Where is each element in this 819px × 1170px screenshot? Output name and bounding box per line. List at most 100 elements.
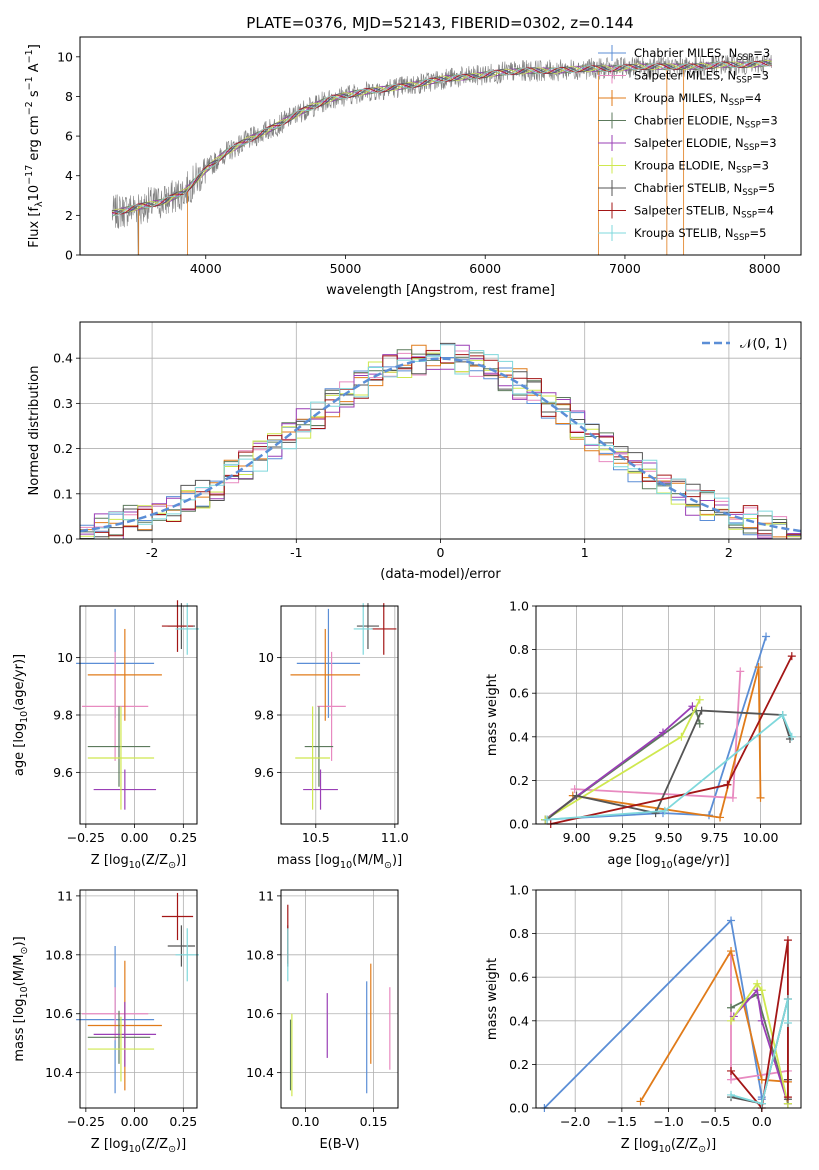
y-tick-label: 9.6 bbox=[53, 765, 73, 780]
legend-name: Kroupa ELODIE bbox=[634, 159, 720, 173]
y-tick-label: 10 bbox=[57, 650, 73, 665]
x-tick-label: 0.00 bbox=[121, 830, 149, 845]
weight-point-marker bbox=[695, 719, 704, 728]
weight-vs-metallicity-panel: −2.0 −1.5 −1.0 −0.5 0.0 0.0 0.2 0.4 0.6 0.8 1.0 Z [… bbox=[485, 883, 802, 1155]
x-tick-label: -1 bbox=[290, 545, 302, 560]
legend-nssp-sub: SSP bbox=[745, 121, 761, 131]
legend-n-prefix: , N bbox=[718, 226, 734, 240]
x-axis-label-part: )] bbox=[176, 1137, 186, 1152]
x-axis-label-part: 10 bbox=[659, 1144, 671, 1155]
weight-point-marker bbox=[754, 663, 763, 672]
legend-gaussian-label: 𝒩(0, 1) bbox=[740, 337, 787, 352]
x-axis-label-part: 10 bbox=[661, 860, 673, 871]
weight-point-marker bbox=[728, 793, 737, 802]
weight-point-marker bbox=[783, 995, 792, 1003]
legend-nssp-sub: SSP bbox=[744, 143, 760, 153]
y-tick-label: 11 bbox=[57, 888, 73, 903]
y-tick-label: 0 bbox=[65, 248, 73, 263]
legend-nssp-value: =3 bbox=[760, 136, 777, 150]
weight-point-marker bbox=[723, 780, 732, 789]
weight-point-marker bbox=[727, 1075, 736, 1084]
x-tick-label: 9.25 bbox=[609, 830, 637, 845]
weight-point-marker bbox=[697, 706, 706, 715]
x-tick-label: 5000 bbox=[330, 261, 362, 276]
weight-series-line bbox=[572, 666, 762, 819]
y-axis-label-part: Flux [f bbox=[27, 207, 42, 248]
y-tick-label: 0.2 bbox=[509, 773, 529, 788]
x-axis-label: mass [log10(M/M⊙)] bbox=[277, 853, 402, 871]
x-axis-label: Z [log10(Z/Z⊙)] bbox=[621, 1137, 716, 1155]
y-tick-label: 0.4 bbox=[509, 729, 529, 744]
legend-nssp-sub: SSP bbox=[742, 188, 758, 198]
x-axis-label: E(B-V) bbox=[319, 1137, 359, 1152]
legend-name: Chabrier ELODIE bbox=[634, 114, 729, 128]
y-tick-label: 0.4 bbox=[53, 351, 73, 366]
x-tick-label: 0.0 bbox=[752, 1114, 772, 1129]
legend-entry: Salpeter MILES, NSSP=3 bbox=[634, 69, 769, 86]
x-tick-label: −0.25 bbox=[67, 1114, 105, 1129]
x-axis-label: Z [log10(Z/Z⊙)] bbox=[91, 1137, 186, 1155]
weight-series-line bbox=[730, 982, 789, 1104]
y-tick-label: 0.8 bbox=[509, 926, 529, 941]
x-axis-label-part: (M/M bbox=[352, 853, 384, 868]
y-axis-label-part: 10 bbox=[19, 986, 30, 998]
weight-series-line bbox=[733, 988, 789, 1104]
mass-vs-ebv-panel: 0.10 0.15 10.4 10.6 10.8 11 E(B-V) bbox=[246, 888, 399, 1152]
x-tick-label: 0.25 bbox=[169, 1114, 197, 1129]
weight-point-marker bbox=[543, 815, 552, 824]
weight-point-marker bbox=[787, 652, 796, 661]
x-tick-label: 6000 bbox=[469, 261, 501, 276]
y-tick-label: 0.0 bbox=[509, 817, 529, 832]
y-tick-label: 9.8 bbox=[254, 708, 274, 723]
legend-entry: Kroupa STELIB, NSSP=5 bbox=[634, 226, 766, 243]
x-tick-label: 1 bbox=[581, 545, 589, 560]
legend-name: Salpeter STELIB bbox=[634, 204, 725, 218]
weight-point-marker bbox=[757, 1016, 766, 1025]
legend-nssp-sub: SSP bbox=[741, 211, 757, 221]
weight-point-marker bbox=[660, 806, 669, 815]
y-axis-label: Normed distribution bbox=[27, 366, 42, 496]
legend-name: Salpeter ELODIE bbox=[634, 136, 728, 150]
weight-point-marker bbox=[658, 728, 667, 737]
axes-frame bbox=[79, 889, 198, 1109]
x-tick-label: 10.5 bbox=[302, 830, 330, 845]
y-tick-label: 10.6 bbox=[45, 1006, 73, 1021]
legend-entry: Chabrier ELODIE, NSSP=3 bbox=[634, 114, 778, 131]
weight-series-line bbox=[546, 713, 793, 821]
x-tick-label: −1.0 bbox=[653, 1114, 683, 1129]
legend-n-prefix: , N bbox=[726, 181, 742, 195]
weight-series-line bbox=[639, 948, 788, 1102]
x-tick-label: 7000 bbox=[609, 261, 641, 276]
x-axis-label-part: (Z/Z bbox=[141, 853, 168, 868]
weight-point-marker bbox=[651, 809, 660, 818]
spectrum-panel: 4000 5000 6000 7000 8000 0 2 4 6 8 10 wavelength [A… bbox=[24, 36, 802, 298]
legend-nssp-value: =3 bbox=[753, 46, 770, 60]
y-tick-label: 10.4 bbox=[246, 1065, 274, 1080]
x-tick-label: 2 bbox=[725, 545, 733, 560]
y-axis-label-part: age [log bbox=[12, 723, 27, 776]
y-axis-label-part: ⊙ bbox=[19, 947, 30, 955]
y-tick-label: 11 bbox=[258, 888, 274, 903]
weight-point-marker bbox=[762, 632, 771, 641]
gaussian-reference-curve bbox=[79, 357, 802, 533]
legend-n-prefix: , N bbox=[720, 69, 736, 83]
x-tick-label: −2.0 bbox=[560, 1114, 590, 1129]
y-tick-label: 0.0 bbox=[509, 1101, 529, 1116]
x-tick-label: 4000 bbox=[190, 261, 222, 276]
y-tick-label: 0.4 bbox=[509, 1013, 529, 1028]
y-axis-label-part: −1 bbox=[24, 76, 35, 90]
legend-entry: Chabrier MILES, NSSP=3 bbox=[634, 46, 770, 63]
x-axis-label-part: (Z/Z bbox=[671, 1137, 698, 1152]
y-tick-label: 10.6 bbox=[246, 1006, 274, 1021]
legend-name: Kroupa STELIB bbox=[634, 226, 718, 240]
legend-entry: Salpeter STELIB, NSSP=4 bbox=[634, 204, 774, 221]
x-tick-label: 8000 bbox=[749, 261, 781, 276]
y-axis-label: mass weight bbox=[485, 958, 500, 1040]
x-axis-label: age [log10(age/yr)] bbox=[607, 853, 729, 871]
y-axis-label-part: (age/yr)] bbox=[12, 654, 27, 711]
legend-entry: Chabrier STELIB, NSSP=5 bbox=[634, 181, 775, 198]
y-tick-label: 9.6 bbox=[254, 765, 274, 780]
y-tick-label: 0.1 bbox=[53, 486, 73, 501]
